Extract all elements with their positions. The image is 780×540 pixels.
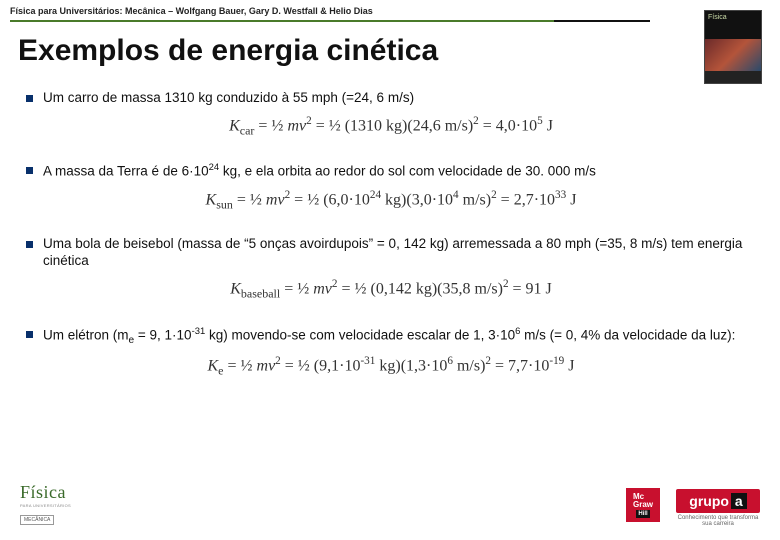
book-cover-text: Física bbox=[705, 11, 761, 39]
bullet-item: Um carro de massa 1310 kg conduzido à 55… bbox=[26, 90, 756, 107]
content-area: Um carro de massa 1310 kg conduzido à 55… bbox=[26, 90, 756, 379]
book-cover-footer bbox=[705, 71, 761, 83]
grupo-a-mark: grupo a bbox=[676, 489, 760, 513]
bullet-marker bbox=[26, 95, 33, 102]
book-cover-thumb: Física bbox=[704, 10, 762, 84]
bullet-marker bbox=[26, 241, 33, 248]
fisica-sub: PARA UNIVERSITÁRIOS bbox=[20, 503, 90, 508]
bullet-item: Uma bola de beisebol (massa de “5 onças … bbox=[26, 236, 756, 270]
fisica-word: Física bbox=[20, 482, 90, 503]
fisica-logo: Física PARA UNIVERSITÁRIOS MECÂNICA bbox=[20, 482, 90, 526]
bullet-item: A massa da Terra é de 6·1024 kg, e ela o… bbox=[26, 162, 756, 180]
fisica-box: MECÂNICA bbox=[20, 515, 54, 525]
footer: Física PARA UNIVERSITÁRIOS MECÂNICA McGr… bbox=[20, 474, 760, 532]
equation: Kcar = ½ mv2 = ½ (1310 kg)(24,6 m/s)2 = … bbox=[26, 115, 756, 139]
mcgraw-bottom: Hill bbox=[636, 510, 649, 518]
header-rule bbox=[10, 20, 650, 22]
bullet-text: Um carro de massa 1310 kg conduzido à 55… bbox=[43, 90, 414, 107]
mcgraw-top: McGraw bbox=[633, 493, 653, 509]
bullet-text: A massa da Terra é de 6·1024 kg, e ela o… bbox=[43, 162, 596, 180]
equation: Ke = ½ mv2 = ½ (9,1·10-31 kg)(1,3·106 m/… bbox=[26, 355, 756, 379]
bullet-marker bbox=[26, 167, 33, 174]
bullet-text: Um elétron (me = 9, 1·10-31 kg) movendo-… bbox=[43, 326, 735, 348]
header-citation: Física para Universitários: Mecânica – W… bbox=[10, 6, 373, 16]
grupo-a-label: grupo bbox=[689, 493, 729, 509]
bullet-marker bbox=[26, 331, 33, 338]
grupo-a-logo: grupo a Conhecimento que transforma sua … bbox=[676, 489, 760, 528]
bullet-item: Um elétron (me = 9, 1·10-31 kg) movendo-… bbox=[26, 326, 756, 348]
page-title: Exemplos de energia cinética bbox=[18, 34, 438, 68]
equation: Ksun = ½ mv2 = ½ (6,0·1024 kg)(3,0·104 m… bbox=[26, 189, 756, 213]
mcgraw-hill-logo: McGraw Hill bbox=[626, 488, 660, 522]
grupo-a-tag: Conhecimento que transforma sua carreira bbox=[676, 515, 760, 528]
book-cover-image bbox=[705, 39, 761, 71]
grupo-a-a: a bbox=[731, 493, 747, 509]
equation: Kbaseball = ½ mv2 = ½ (0,142 kg)(35,8 m/… bbox=[26, 278, 756, 302]
bullet-text: Uma bola de beisebol (massa de “5 onças … bbox=[43, 236, 756, 270]
